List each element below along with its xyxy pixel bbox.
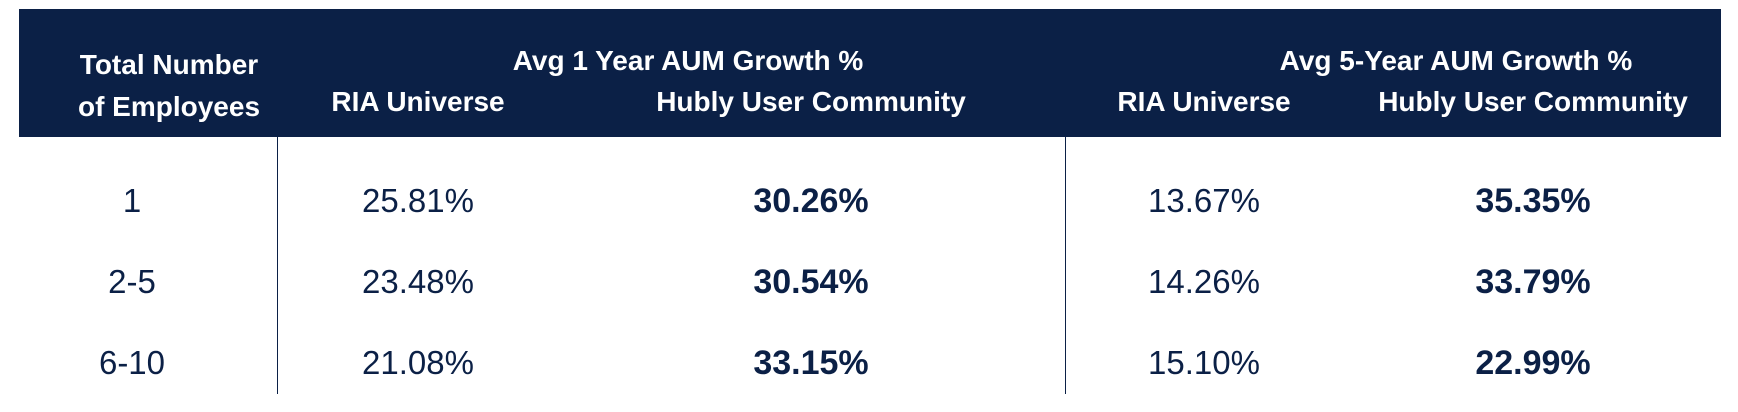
cell-ria-1yr: 23.48%	[362, 263, 474, 300]
cell-hubly-5yr: 35.35%	[1475, 182, 1591, 220]
header-hubly-community-5yr: Hubly User Community	[1378, 86, 1688, 117]
header-employees-line-2: of Employees	[77, 91, 261, 122]
cell-employees: 1	[122, 182, 142, 219]
header-group-5-year: Avg 5-Year AUM Growth %	[1279, 45, 1633, 76]
cell-employees: 2-5	[108, 263, 156, 300]
cell-ria-1yr: 21.08%	[362, 344, 474, 381]
header-employees: Total Number of Employees	[78, 44, 260, 128]
header-hubly-community-1yr: Hubly User Community	[656, 86, 966, 117]
header-employees-line-1: Total Number	[79, 49, 259, 80]
column-divider-left	[277, 137, 278, 394]
cell-hubly-1yr: 30.26%	[753, 182, 869, 220]
cell-ria-1yr: 25.81%	[362, 182, 474, 219]
column-divider-right	[1065, 137, 1066, 394]
table-header: Total Number of Employees Avg 1 Year AUM…	[19, 9, 1721, 137]
header-group-1-year: Avg 1 Year AUM Growth %	[512, 45, 864, 76]
cell-ria-5yr: 13.67%	[1148, 182, 1260, 219]
cell-hubly-5yr: 22.99%	[1475, 344, 1591, 382]
cell-hubly-5yr: 33.79%	[1475, 263, 1591, 301]
cell-hubly-1yr: 33.15%	[753, 344, 869, 382]
header-ria-universe-1yr: RIA Universe	[331, 86, 505, 117]
aum-growth-table: Total Number of Employees Avg 1 Year AUM…	[19, 9, 1721, 394]
cell-ria-5yr: 15.10%	[1148, 344, 1260, 381]
cell-hubly-1yr: 30.54%	[753, 263, 869, 301]
cell-ria-5yr: 14.26%	[1148, 263, 1260, 300]
cell-employees: 6-10	[98, 344, 166, 381]
header-ria-universe-5yr: RIA Universe	[1117, 86, 1291, 117]
